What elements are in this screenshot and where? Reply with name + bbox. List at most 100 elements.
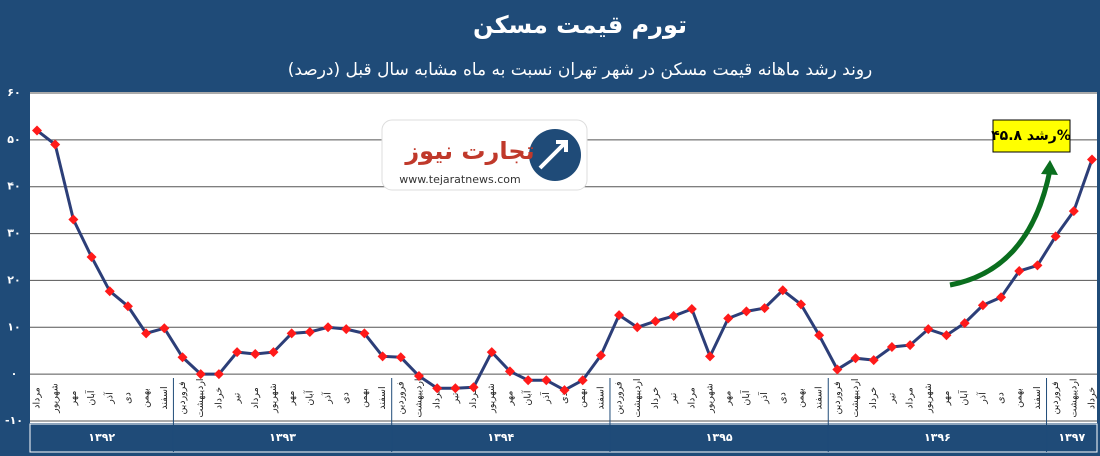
x-tick-label: تیر [450, 392, 461, 404]
x-tick-label: اسفند [159, 386, 170, 409]
x-tick-label: دی [996, 392, 1007, 404]
data-point [304, 326, 315, 337]
data-point [286, 328, 297, 339]
year-label: ۱۳۹۴ [487, 431, 514, 444]
data-point [1032, 260, 1043, 271]
annotation-arrow [949, 169, 1053, 288]
data-point [741, 306, 752, 317]
x-tick-label: اردیبهشت [632, 378, 643, 417]
data-point [395, 352, 406, 363]
data-point [268, 347, 279, 358]
x-tick-label: اسفند [377, 386, 388, 409]
x-tick-label: آذر [757, 392, 770, 405]
data-point [32, 125, 42, 136]
data-point [759, 303, 770, 314]
data-point [868, 355, 879, 366]
x-tick-label: دی [559, 392, 570, 404]
data-point [541, 375, 552, 386]
data-point [559, 385, 570, 396]
x-tick-label: بهمن [1014, 388, 1025, 408]
y-tick-label: ۴۰ [7, 180, 20, 193]
x-tick-label: تیر [232, 392, 243, 404]
x-tick-label: آذر [975, 392, 988, 405]
x-tick-label: آبان [521, 390, 534, 406]
data-point [232, 347, 243, 358]
x-tick-label: آبان [302, 390, 315, 406]
x-tick-label: آذر [102, 392, 115, 405]
x-tick-label: مهر [504, 391, 515, 407]
data-point [1068, 206, 1079, 217]
annotation-arrowhead [1041, 160, 1058, 175]
data-point [1014, 266, 1025, 277]
data-point [104, 286, 115, 297]
x-tick-label: فروردین [614, 381, 625, 414]
data-point [686, 304, 697, 315]
data-point [977, 300, 988, 311]
x-tick-label: اردیبهشت [850, 378, 861, 417]
data-point [486, 347, 497, 358]
x-tick-label: بهمن [359, 388, 370, 408]
x-tick-label: اردیبهشت [195, 378, 206, 417]
year-label: ۱۳۹۷ [1058, 431, 1085, 444]
x-tick-label: شهریور [268, 383, 279, 414]
data-point [504, 366, 515, 377]
y-tick-label: ۶۰ [7, 86, 20, 99]
x-tick-label: تیر [886, 392, 897, 404]
x-tick-label: دی [122, 392, 133, 404]
x-tick-label: آبان [957, 390, 970, 406]
data-point [50, 139, 61, 150]
x-tick-label: شهریور [923, 383, 934, 414]
data-point [450, 383, 461, 394]
x-tick-label: فروردین [1050, 381, 1061, 414]
chart-subtitle: روند رشد ماهانه قیمت مسکن در شهر تهران ن… [288, 60, 873, 80]
x-tick-label: شهریور [50, 383, 61, 414]
data-point [650, 316, 661, 327]
data-point [341, 324, 352, 335]
x-tick-label: مهر [941, 391, 952, 407]
y-tick-label: ۱۰ [7, 320, 20, 333]
x-tick-label: فروردین [395, 381, 406, 414]
x-tick-label: فروردین [177, 381, 188, 414]
y-tick-label: ۳۰ [7, 227, 20, 240]
logo-name: تجارت نیوز [404, 137, 534, 165]
data-point [1050, 231, 1061, 242]
data-point [923, 324, 934, 335]
data-point [195, 369, 206, 380]
year-label: ۱۳۹۵ [706, 431, 733, 444]
y-tick-label: ۰ [11, 367, 18, 380]
x-tick-label: دی [341, 392, 352, 404]
data-point [68, 214, 79, 225]
data-point [177, 352, 188, 363]
data-point [886, 341, 897, 352]
logo-url: www.tejaratnews.com [399, 173, 520, 186]
x-tick-label: اسفند [1032, 386, 1043, 409]
x-tick-label: اسفند [595, 386, 606, 409]
x-tick-label: مهر [286, 391, 297, 407]
data-point [323, 322, 334, 333]
x-tick-label: شهریور [705, 383, 716, 414]
data-point [795, 299, 806, 310]
data-point [432, 383, 443, 394]
data-point [905, 340, 916, 351]
data-point [141, 328, 152, 339]
data-point [668, 311, 679, 322]
year-label: ۱۳۹۲ [88, 431, 115, 444]
data-point [413, 371, 424, 382]
year-band [29, 423, 1098, 453]
x-tick-label: خرداد [432, 387, 443, 409]
x-tick-label: خرداد [213, 387, 224, 409]
x-tick-label: مرداد [468, 387, 479, 408]
data-point [850, 353, 861, 364]
x-tick-label: مهر [723, 391, 734, 407]
x-tick-label: بهمن [795, 388, 806, 408]
y-tick-label: ۲۰ [7, 273, 20, 286]
x-tick-label: مهر [68, 391, 79, 407]
x-tick-label: اردیبهشت [413, 378, 424, 417]
x-tick-label: مرداد [905, 387, 916, 408]
x-tick-label: تیر [668, 392, 679, 404]
data-point [959, 318, 970, 329]
data-point [159, 323, 170, 334]
x-tick-label: مرداد [32, 387, 43, 408]
data-point [723, 313, 734, 324]
